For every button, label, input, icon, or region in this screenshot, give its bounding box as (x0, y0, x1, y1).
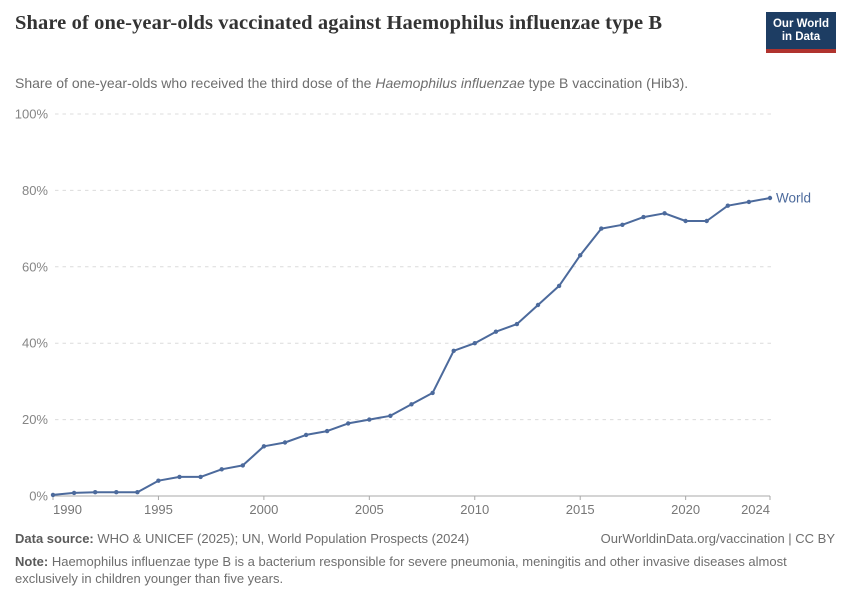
data-point-marker[interactable] (367, 417, 372, 422)
subtitle-text-end: type B vaccination (Hib3). (524, 75, 689, 91)
x-axis-tick-label: 2005 (355, 502, 384, 517)
y-axis-tick-label: 60% (22, 259, 48, 274)
data-point-marker[interactable] (71, 490, 77, 496)
x-axis-tick-label: 1995 (144, 502, 173, 517)
data-point-marker[interactable] (472, 341, 477, 346)
data-point-marker[interactable] (282, 440, 288, 445)
owid-logo[interactable]: Our World in Data (765, 12, 836, 53)
y-axis-tick-label: 80% (22, 183, 48, 198)
page-title: Share of one-year-olds vaccinated agains… (15, 12, 663, 34)
x-axis-tick-label: 1990 (53, 502, 82, 517)
x-axis-tick-label: 2000 (249, 502, 278, 517)
data-point-marker[interactable] (620, 222, 625, 227)
series-end-label[interactable]: World (776, 191, 811, 206)
data-source-label: Data source: (15, 531, 94, 546)
data-point-marker[interactable] (556, 283, 562, 289)
data-point-marker[interactable] (746, 199, 752, 205)
subtitle-italic-text: Haemophilus influenzae (375, 75, 525, 91)
data-point-marker[interactable] (135, 490, 140, 495)
chart-subtitle: Share of one-year-olds who received the … (15, 74, 775, 92)
data-point-marker[interactable] (93, 490, 98, 495)
data-source-text: WHO & UNICEF (2025); UN, World Populatio… (93, 531, 470, 546)
data-point-marker[interactable] (493, 329, 499, 334)
data-point-marker[interactable] (725, 203, 730, 208)
chart-note: Note: Haemophilus influenzae type B is a… (15, 553, 797, 587)
world-line-series[interactable] (52, 197, 771, 496)
data-point-marker[interactable] (662, 211, 667, 216)
data-point-marker[interactable] (324, 428, 330, 434)
y-axis-tick-label: 20% (22, 412, 48, 427)
data-point-marker[interactable] (409, 402, 414, 407)
y-axis-tick-label: 40% (22, 336, 48, 351)
data-point-marker[interactable] (177, 474, 182, 480)
data-point-marker[interactable] (388, 413, 393, 418)
data-source: Data source: WHO & UNICEF (2025); UN, Wo… (15, 530, 469, 547)
data-point-marker[interactable] (767, 195, 773, 201)
data-point-marker[interactable] (219, 467, 224, 472)
subtitle-text: Share of one-year-olds who received the … (15, 75, 376, 91)
x-axis-tick-label: 2010 (460, 502, 489, 517)
data-point-marker[interactable] (599, 226, 604, 231)
data-point-marker[interactable] (683, 218, 688, 224)
owid-logo-text-2: in Data (781, 31, 821, 43)
data-point-marker[interactable] (346, 421, 351, 426)
data-point-marker[interactable] (198, 474, 203, 480)
data-point-marker[interactable] (514, 321, 520, 327)
data-point-marker[interactable] (50, 492, 56, 498)
note-text: Haemophilus influenzae type B is a bacte… (15, 554, 787, 586)
source-row: Data source: WHO & UNICEF (2025); UN, Wo… (15, 530, 835, 547)
x-axis-tick-label: 2024 (741, 502, 770, 517)
data-point-marker[interactable] (156, 478, 161, 483)
data-point-marker[interactable] (535, 302, 541, 308)
x-axis-tick-label: 2020 (671, 502, 700, 517)
owid-logo-text-1: Our World (772, 18, 829, 30)
data-point-marker[interactable] (430, 390, 435, 396)
data-point-marker[interactable] (303, 432, 309, 438)
data-point-marker[interactable] (578, 253, 583, 258)
y-axis-tick-label: 100% (15, 107, 49, 122)
data-point-marker[interactable] (240, 463, 245, 468)
data-point-marker[interactable] (641, 214, 646, 220)
data-point-marker[interactable] (114, 490, 119, 495)
data-point-marker[interactable] (704, 218, 709, 224)
note-label: Note: (15, 554, 49, 569)
y-axis-tick-label: 0% (29, 489, 48, 504)
license-link[interactable]: OurWorldinData.org/vaccination | CC BY (600, 531, 835, 546)
chart-footer: Data source: WHO & UNICEF (2025); UN, Wo… (15, 530, 835, 587)
data-point-marker[interactable] (261, 444, 267, 449)
x-axis-tick-label: 2015 (566, 502, 595, 517)
data-point-marker[interactable] (451, 348, 456, 353)
